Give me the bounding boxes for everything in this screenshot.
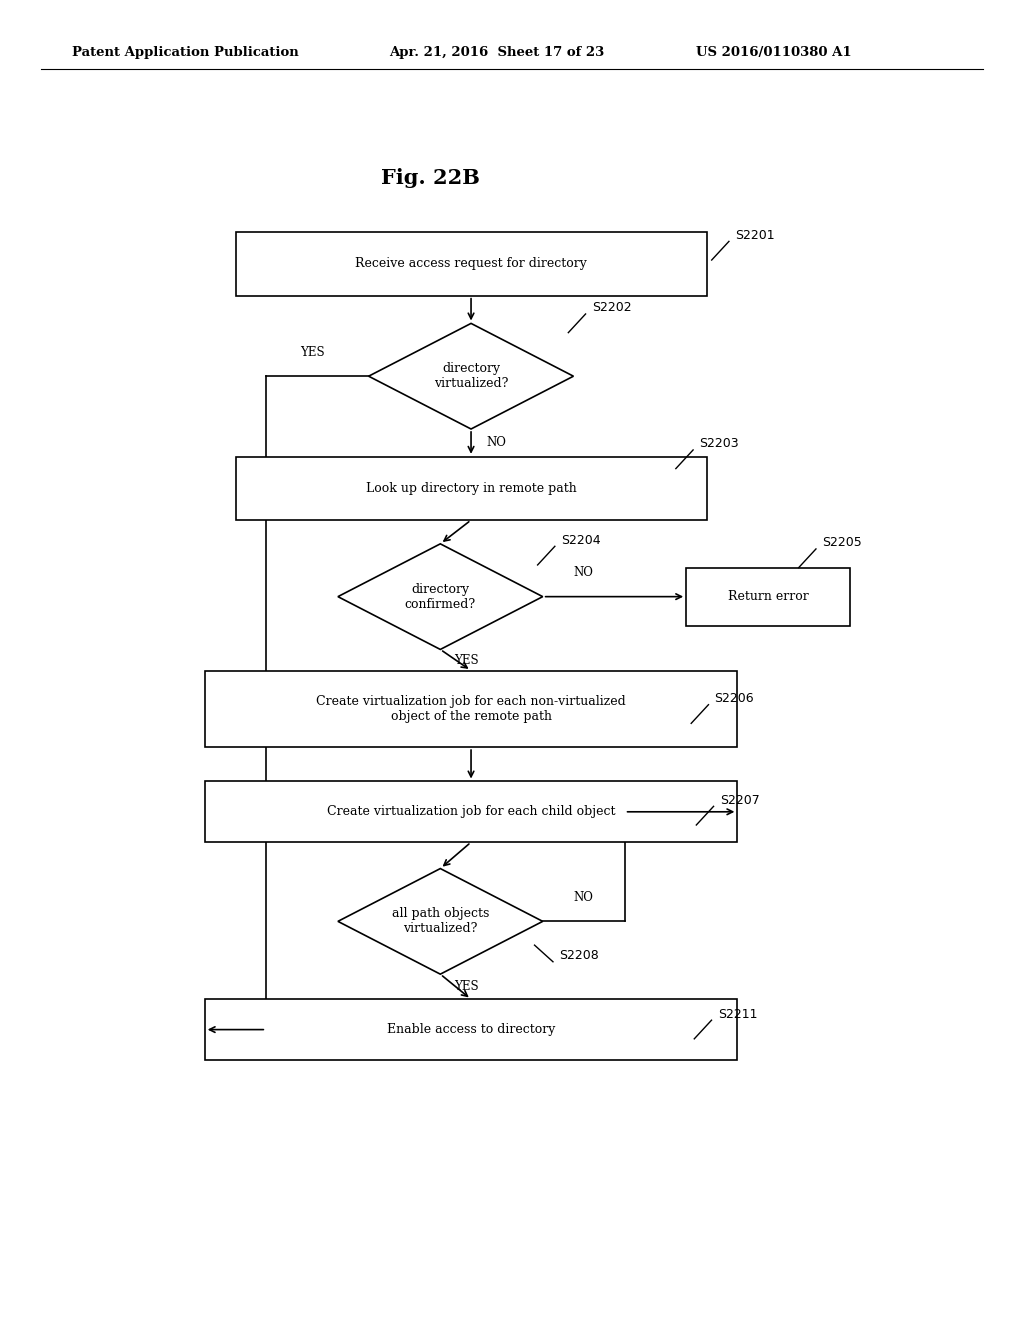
Text: US 2016/0110380 A1: US 2016/0110380 A1 [696, 46, 852, 59]
Text: S2201: S2201 [735, 228, 775, 242]
Polygon shape [369, 323, 573, 429]
Text: Apr. 21, 2016  Sheet 17 of 23: Apr. 21, 2016 Sheet 17 of 23 [389, 46, 604, 59]
Text: NO: NO [573, 566, 594, 579]
Text: NO: NO [486, 437, 507, 449]
Bar [686, 568, 850, 626]
Text: Look up directory in remote path: Look up directory in remote path [366, 482, 577, 495]
Bar [205, 671, 737, 747]
Text: YES: YES [454, 981, 478, 993]
Text: S2206: S2206 [715, 692, 755, 705]
Text: Patent Application Publication: Patent Application Publication [72, 46, 298, 59]
Text: Create virtualization job for each child object: Create virtualization job for each child… [327, 805, 615, 818]
Text: all path objects
virtualized?: all path objects virtualized? [391, 907, 489, 936]
Text: S2208: S2208 [559, 949, 599, 962]
Text: Return error: Return error [728, 590, 808, 603]
Text: YES: YES [454, 653, 478, 667]
Text: NO: NO [573, 891, 594, 904]
Text: S2203: S2203 [699, 437, 739, 450]
Text: YES: YES [300, 346, 325, 359]
Text: S2204: S2204 [561, 533, 601, 546]
Text: Fig. 22B: Fig. 22B [381, 168, 479, 189]
Text: Enable access to directory: Enable access to directory [387, 1023, 555, 1036]
Bar [236, 232, 707, 296]
Polygon shape [338, 869, 543, 974]
Text: Receive access request for directory: Receive access request for directory [355, 257, 587, 271]
Polygon shape [338, 544, 543, 649]
Text: directory
confirmed?: directory confirmed? [404, 582, 476, 611]
Text: S2202: S2202 [592, 301, 632, 314]
Text: S2207: S2207 [720, 793, 760, 807]
Bar [205, 999, 737, 1060]
Bar [236, 457, 707, 520]
Text: directory
virtualized?: directory virtualized? [434, 362, 508, 391]
Bar [205, 781, 737, 842]
Text: S2205: S2205 [822, 536, 862, 549]
Text: Create virtualization job for each non-virtualized
object of the remote path: Create virtualization job for each non-v… [316, 694, 626, 723]
Text: S2211: S2211 [718, 1007, 757, 1020]
